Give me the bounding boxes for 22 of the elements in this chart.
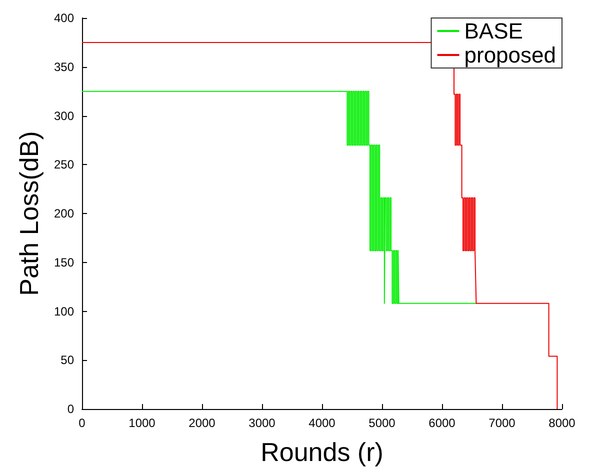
x-tick-label: 4000 (308, 416, 336, 430)
x-tick-label: 8000 (548, 416, 576, 430)
y-tick-label: 350 (54, 60, 74, 74)
y-tick-label: 300 (54, 108, 74, 123)
y-tick-label: 0 (67, 402, 74, 416)
x-tick-label: 5000 (368, 416, 396, 430)
x-tick-label: 7000 (488, 416, 516, 430)
x-tick-label: 2000 (188, 416, 216, 430)
x-tick-label: 6000 (428, 416, 456, 430)
y-tick-label: 150 (54, 255, 74, 270)
legend-label: BASE (464, 18, 523, 44)
x-tick-label: 1000 (128, 416, 156, 430)
y-tick-label: 250 (54, 158, 74, 172)
y-tick-label: 400 (54, 11, 74, 25)
y-tick-label: 50 (60, 353, 74, 368)
x-axis-title: Rounds (r) (260, 437, 384, 467)
legend-label: proposed (464, 42, 556, 68)
x-tick-label: 3000 (248, 416, 276, 430)
y-tick-label: 100 (54, 304, 74, 318)
x-tick-label: 0 (78, 416, 86, 430)
y-axis-title: Path Loss(dB) (14, 131, 44, 296)
y-tick-label: 200 (54, 206, 74, 220)
